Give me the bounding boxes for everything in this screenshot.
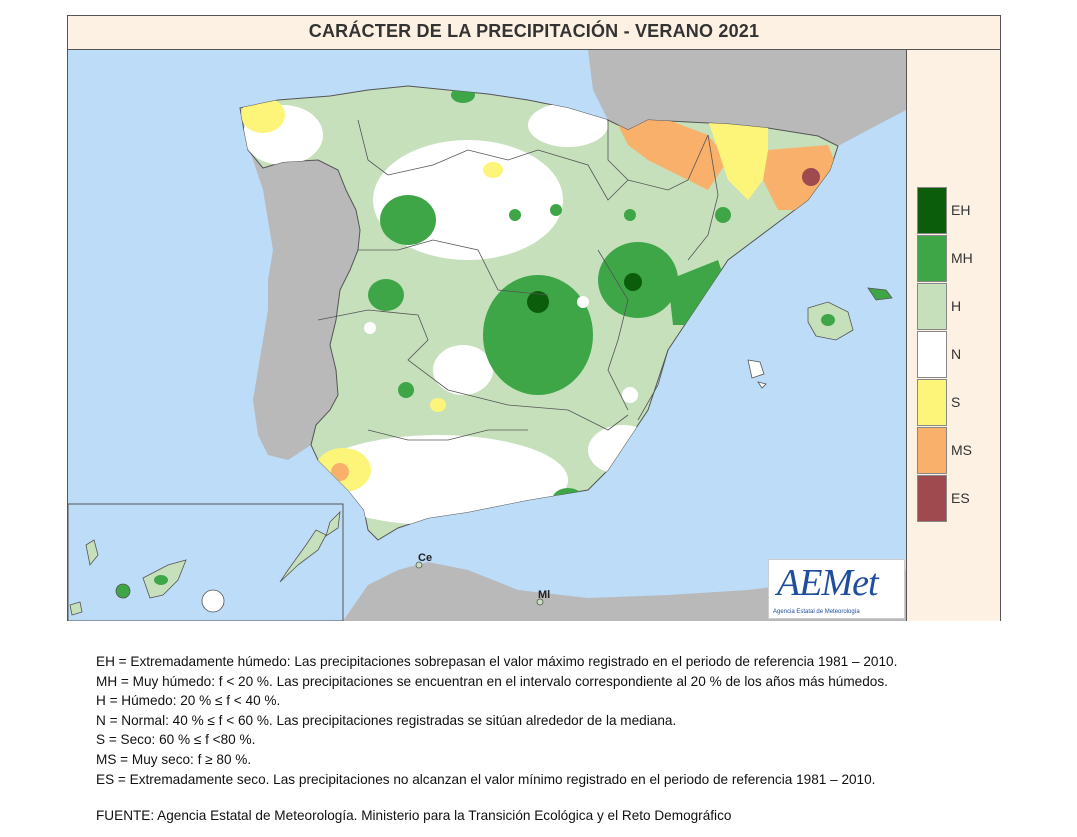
island-la-gomera — [69, 601, 83, 616]
zone-normal-center — [433, 345, 493, 395]
zone-extremelyhumid-center — [527, 291, 549, 313]
source-note: FUENTE: Agencia Estatal de Meteorología.… — [96, 808, 732, 823]
legend-swatch-ms — [917, 427, 947, 474]
zone-dry-galicia — [241, 97, 285, 133]
island-fuerteventura — [279, 529, 327, 583]
ceuta-dot — [415, 561, 423, 569]
legend-notes: EH = Extremadamente húmedo: Las precipit… — [96, 652, 1046, 789]
map-figure: CARÁCTER DE LA PRECIPITACIÓN - VERANO 20… — [67, 15, 1001, 621]
zone-normal-spot-3 — [622, 387, 638, 403]
legend-swatch-h — [917, 283, 947, 330]
zone-veryhumid-spot-1 — [509, 209, 521, 221]
aemet-logo: AEMet Agencia Estatal de Meteorología — [768, 559, 905, 619]
legend-label-h: H — [951, 298, 962, 314]
zone-veryhumid-extremadura — [368, 279, 404, 311]
legend: EH MH H N S MS ES — [907, 50, 1000, 621]
legend-swatch-mh — [917, 235, 947, 282]
map-title: CARÁCTER DE LA PRECIPITACIÓN - VERANO 20… — [68, 16, 1000, 50]
zone-veryhumid-spot-4 — [715, 207, 731, 223]
portugal-land — [240, 108, 360, 460]
legend-swatch-n — [917, 331, 947, 378]
zone-dry-spot-2 — [430, 398, 446, 412]
zone-normal-south — [308, 435, 568, 525]
zone-veryhumid-spot-3 — [624, 209, 636, 221]
region-boundaries — [317, 119, 719, 441]
island-el-hierro — [115, 583, 131, 599]
zone-veryhumid-center — [483, 275, 593, 395]
zone-extremelyhumid-teruel — [624, 273, 642, 291]
france-land — [588, 50, 906, 146]
zone-veryhumid-valencia — [668, 260, 728, 325]
africa-land — [343, 562, 906, 621]
legend-label-eh: EH — [951, 202, 971, 218]
legend-label-es: ES — [951, 490, 970, 506]
zone-dry-spot-1 — [483, 162, 503, 178]
zone-extremelydry-girona — [802, 168, 820, 186]
island-la-palma — [85, 539, 99, 566]
note-eh: EH = Extremadamente húmedo: Las precipit… — [96, 654, 898, 669]
legend-label-mh: MH — [951, 250, 973, 266]
zone-normal-navarra — [528, 103, 608, 147]
legend-swatch-es — [917, 475, 947, 522]
zone-normal-spot-2 — [577, 296, 589, 308]
legend-swatch-eh — [917, 187, 947, 234]
precipitation-map: Ce Ml AEMet Agencia Estatal de Meteorolo… — [68, 50, 907, 621]
note-h: H = Húmedo: 20 % ≤ f < 40 %. — [96, 693, 281, 709]
note-mh: MH = Muy húmedo: f < 20 %. Las precipita… — [96, 673, 888, 689]
zone-dry-ne — [708, 120, 768, 200]
island-mallorca-green — [821, 314, 835, 326]
zone-verydry-huelva-core — [331, 463, 349, 481]
zone-veryhumid-spot-2 — [550, 204, 562, 216]
ceuta-label: Ce — [418, 552, 432, 564]
note-s: S = Seco: 60 % ≤ f <80 %. — [96, 732, 256, 748]
zone-veryhumid-leon — [380, 195, 436, 245]
legend-label-ms: MS — [951, 442, 972, 458]
island-ibiza — [747, 359, 765, 379]
island-tenerife-green — [154, 575, 168, 585]
island-formentera — [757, 381, 767, 389]
zone-verydry-catalonia — [613, 115, 728, 190]
note-es: ES = Extremadamente seco. Las precipitac… — [96, 771, 876, 787]
zone-veryhumid-spot-5 — [398, 382, 414, 398]
island-lanzarote — [325, 510, 341, 537]
note-n: N = Normal: 40 % ≤ f < 60 %. Las precipi… — [96, 712, 677, 728]
logo-subtitle: Agencia Estatal de Meteorología — [773, 609, 860, 615]
legend-label-n: N — [951, 346, 962, 362]
island-gran-canaria — [201, 589, 225, 613]
zone-normal-spot-1 — [364, 322, 376, 334]
note-ms: MS = Muy seco: f ≥ 80 %. — [96, 751, 252, 767]
melilla-dot — [536, 598, 544, 606]
logo-brand: AEMet — [777, 562, 879, 604]
legend-label-s: S — [951, 394, 961, 410]
legend-swatch-s — [917, 379, 947, 426]
melilla-label: Ml — [538, 589, 550, 601]
island-menorca — [867, 287, 893, 301]
